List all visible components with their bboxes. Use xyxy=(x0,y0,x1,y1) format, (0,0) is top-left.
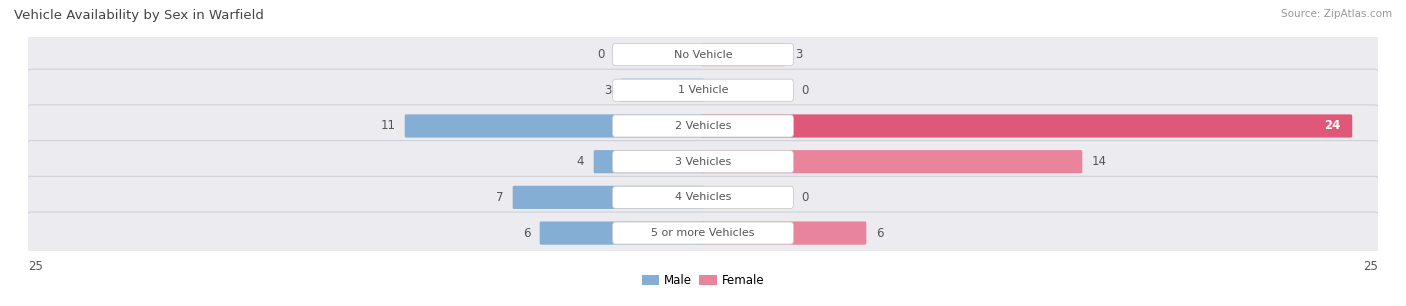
Text: 25: 25 xyxy=(1362,260,1378,273)
Text: 5 or more Vehicles: 5 or more Vehicles xyxy=(651,228,755,238)
Text: 0: 0 xyxy=(801,84,808,97)
Text: 11: 11 xyxy=(380,119,395,132)
Text: Source: ZipAtlas.com: Source: ZipAtlas.com xyxy=(1281,9,1392,19)
FancyBboxPatch shape xyxy=(613,151,793,173)
Text: 3: 3 xyxy=(603,84,612,97)
FancyBboxPatch shape xyxy=(613,79,793,101)
FancyBboxPatch shape xyxy=(27,34,1379,76)
FancyBboxPatch shape xyxy=(593,150,704,173)
Text: 7: 7 xyxy=(496,191,503,204)
FancyBboxPatch shape xyxy=(27,69,1379,111)
FancyBboxPatch shape xyxy=(540,222,704,245)
FancyBboxPatch shape xyxy=(405,114,704,138)
FancyBboxPatch shape xyxy=(613,43,793,66)
Legend: Male, Female: Male, Female xyxy=(637,270,769,292)
FancyBboxPatch shape xyxy=(702,150,1083,173)
FancyBboxPatch shape xyxy=(27,212,1379,254)
Text: 6: 6 xyxy=(876,226,883,240)
FancyBboxPatch shape xyxy=(27,141,1379,183)
Text: 3: 3 xyxy=(794,48,803,61)
FancyBboxPatch shape xyxy=(27,176,1379,218)
FancyBboxPatch shape xyxy=(613,115,793,137)
Text: 0: 0 xyxy=(598,48,605,61)
FancyBboxPatch shape xyxy=(613,186,793,208)
FancyBboxPatch shape xyxy=(702,114,1353,138)
Text: Vehicle Availability by Sex in Warfield: Vehicle Availability by Sex in Warfield xyxy=(14,9,264,22)
FancyBboxPatch shape xyxy=(702,222,866,245)
Text: 6: 6 xyxy=(523,226,530,240)
FancyBboxPatch shape xyxy=(620,79,704,102)
Text: 1 Vehicle: 1 Vehicle xyxy=(678,85,728,95)
FancyBboxPatch shape xyxy=(613,222,793,244)
Text: 0: 0 xyxy=(801,191,808,204)
Text: 14: 14 xyxy=(1091,155,1107,168)
FancyBboxPatch shape xyxy=(27,105,1379,147)
Text: 4: 4 xyxy=(576,155,585,168)
Text: No Vehicle: No Vehicle xyxy=(673,50,733,60)
Text: 24: 24 xyxy=(1323,119,1340,132)
FancyBboxPatch shape xyxy=(702,43,786,66)
Text: 25: 25 xyxy=(28,260,44,273)
FancyBboxPatch shape xyxy=(513,186,704,209)
Text: 4 Vehicles: 4 Vehicles xyxy=(675,192,731,202)
Text: 3 Vehicles: 3 Vehicles xyxy=(675,157,731,167)
Text: 2 Vehicles: 2 Vehicles xyxy=(675,121,731,131)
